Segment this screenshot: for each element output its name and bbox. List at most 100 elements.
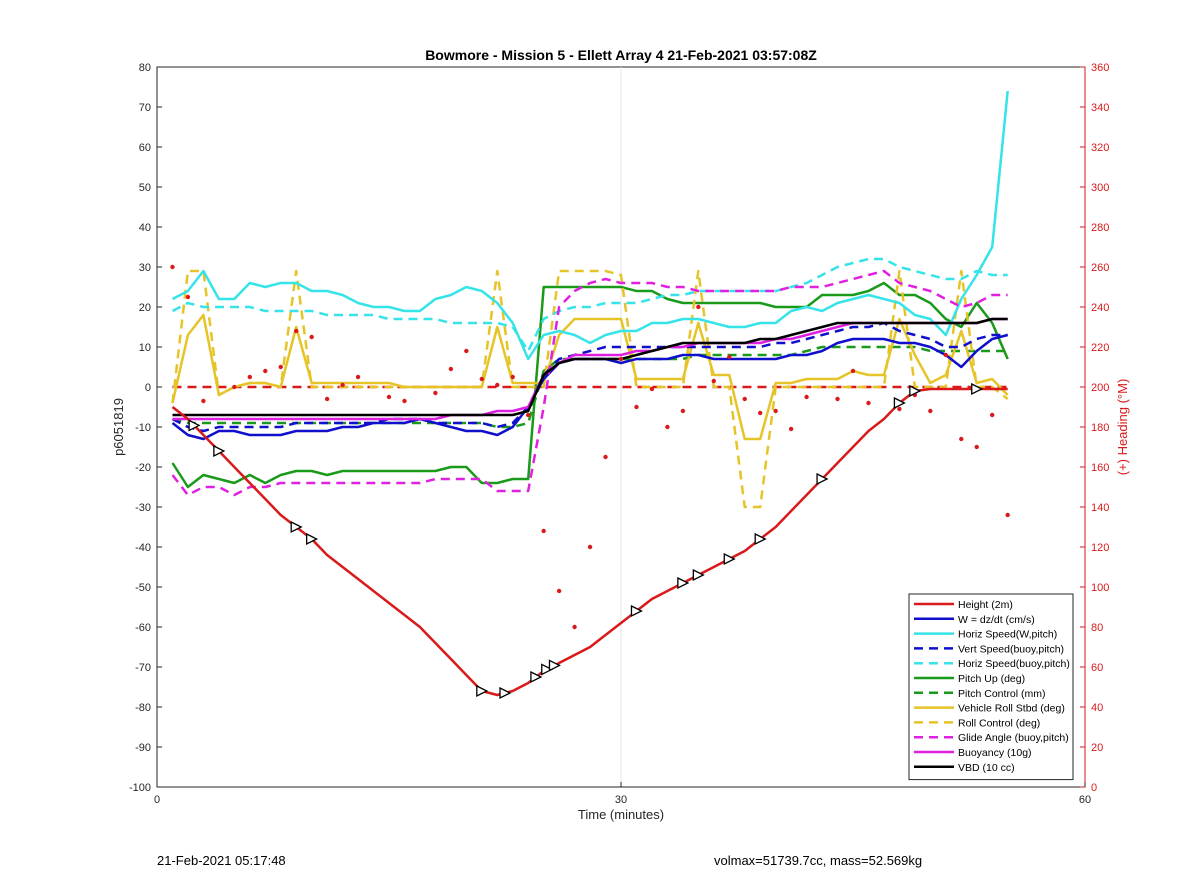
y2-tick-label: 80 [1091,622,1103,634]
series-glide-angle-buoy-pitch [171,269,1008,497]
heading-point [340,382,345,388]
heading-point [788,426,794,432]
y2-tick-label: 340 [1091,102,1109,114]
legend-box [908,593,1074,781]
y-tick-label: -70 [135,662,151,674]
dive-marker [548,659,561,672]
dive-marker [893,396,906,410]
heading-point [649,386,655,392]
dive-marker [188,419,201,432]
dive-marker [476,684,489,698]
y2-tick-label: 240 [1091,302,1109,314]
heading-point [170,264,175,270]
y-tick-label: -20 [135,462,151,474]
y2-tick-label: 200 [1091,382,1109,394]
dive-marker [630,604,643,618]
dive-marker [499,686,512,700]
heading-point [526,412,531,418]
y-tick-label: -90 [135,742,151,754]
y2-tick-label: 300 [1091,182,1109,194]
legend-label: Glide Angle (buoy,pitch) [958,732,1069,744]
heading-point [355,374,361,380]
series-pitch-up-deg [171,281,1009,489]
heading-points [170,264,1010,630]
y2-tick-label: 360 [1091,62,1109,74]
y-tick-label: 60 [139,142,151,154]
heading-point [634,404,639,410]
y2-tick-label: 120 [1091,542,1109,554]
heading-point [309,334,314,340]
series-horiz-speed-buoy-pitch [171,257,1008,353]
y-tick-label: -80 [135,702,151,714]
series-horiz-speed-w-pitch [171,90,1009,361]
dive-marker [290,520,303,534]
footer-info: volmax=51739.7cc, mass=52.569kg [714,853,923,868]
series-vbd-10-cc [172,317,1008,417]
dive-marker [723,552,736,566]
legend-label: Vehicle Roll Stbd (deg) [958,703,1065,715]
y2-tick-label: 320 [1091,142,1109,154]
series-roll-control-deg [171,269,1009,509]
dive-markers [188,382,984,700]
dive-marker [754,532,767,546]
y-tick-label: -40 [135,542,151,554]
heading-point [294,328,299,334]
y-tick-label: -50 [135,582,151,594]
heading-point [618,356,624,362]
dive-marker [213,444,226,458]
x-tick-label: 0 [154,794,160,806]
dive-marker [541,663,554,676]
heading-point [402,398,407,404]
x-tick-label: 60 [1079,794,1091,806]
heading-point [433,390,438,396]
legend-label: Pitch Control (mm) [958,688,1046,700]
heading-point [541,528,546,534]
y2-tick-label: 220 [1091,342,1109,354]
legend-label: W = dz/dt (cm/s) [958,614,1035,626]
legend-label: Roll Control (deg) [958,717,1040,729]
heading-point [185,294,191,300]
heading-point [324,396,330,402]
y-tick-label: 10 [139,342,151,354]
x-axis-label: Time (minutes) [578,807,664,822]
footer-timestamp: 21-Feb-2021 05:17:48 [157,853,286,868]
heading-point [510,374,515,380]
dive-marker [909,384,922,398]
heading-point [835,396,840,402]
y-tick-label: 80 [139,62,151,74]
legend-label: Horiz Speed(buoy,pitch) [958,658,1070,670]
dive-marker [692,568,705,582]
legend-label: Buoyancy (10g) [958,747,1032,759]
heading-point [386,394,392,400]
dive-marker [816,472,829,486]
legend: Height (2m) W = dz/dt (cm/s) Horiz Speed(W… [908,593,1074,781]
y2-tick-label: 40 [1091,702,1103,714]
heading-point [556,588,562,594]
heading-point [990,412,995,418]
heading-point [974,444,979,450]
dive-marker [677,576,690,590]
heading-point [201,398,206,404]
heading-point [603,454,608,460]
heading-point [232,384,237,390]
heading-point [758,410,763,416]
heading-point [263,368,268,374]
chart-title: Bowmore - Mission 5 - Ellett Array 4 21-… [425,47,817,63]
heading-point [572,624,577,630]
heading-point [495,382,500,388]
y2-tick-label: 280 [1091,222,1109,234]
heading-point [1005,512,1010,518]
series-vert-speed-buoy-pitch [171,321,1008,433]
heading-point [278,364,283,370]
y2-tick-label: 260 [1091,262,1109,274]
legend-label: Pitch Up (deg) [958,673,1025,685]
legend-label: Horiz Speed(W,pitch) [958,629,1057,641]
heading-point [850,368,856,374]
y-tick-label: 30 [139,262,151,274]
y2-tick-label: 20 [1091,742,1103,754]
heading-point [742,396,747,402]
y-tick-label: -100 [129,782,151,794]
heading-point [587,544,593,550]
heading-point [696,304,701,310]
heading-point [804,394,809,400]
